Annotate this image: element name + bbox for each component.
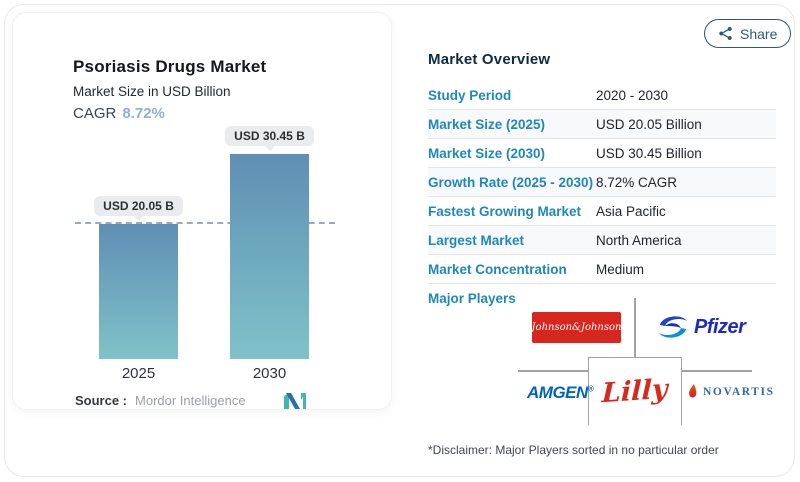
- table-row: Study Period 2020 - 2030: [428, 81, 776, 110]
- row-label: Fastest Growing Market: [428, 203, 582, 219]
- market-chart-card: Psoriasis Drugs Market Market Size in US…: [12, 12, 392, 410]
- overview-table: Study Period 2020 - 2030 Market Size (20…: [428, 81, 776, 284]
- players-disclaimer: *Disclaimer: Major Players sorted in no …: [428, 443, 719, 457]
- bar-2025[interactable]: [99, 224, 178, 359]
- x-tick-2025: 2025: [121, 365, 156, 382]
- bar-value-label: USD 30.45 B: [225, 126, 314, 146]
- amgen-logo: AMGEN®: [527, 383, 594, 402]
- row-value: 8.72% CAGR: [596, 174, 678, 190]
- share-icon: [719, 27, 732, 40]
- row-label: Market Size (2030): [428, 145, 546, 161]
- bar-group-2030: USD 30.45 B: [225, 126, 314, 359]
- bar-value-label: USD 20.05 B: [94, 196, 183, 216]
- players-divider-vertical: [634, 298, 636, 357]
- row-value: Medium: [596, 261, 645, 277]
- table-row: Largest Market North America: [428, 226, 776, 255]
- table-row: Market Concentration Medium: [428, 255, 776, 284]
- row-value: North America: [596, 232, 682, 248]
- chart-title: Psoriasis Drugs Market: [73, 57, 267, 76]
- table-row: Market Size (2025) USD 20.05 Billion: [428, 110, 776, 139]
- row-value: Asia Pacific: [596, 203, 666, 219]
- lilly-logo-box: Lilly: [588, 357, 682, 425]
- pfizer-logo: Pfizer: [656, 311, 746, 343]
- players-divider-right: [682, 370, 752, 372]
- reference-dashed-line: [75, 222, 335, 224]
- mordor-intelligence-logo: [284, 393, 306, 409]
- share-label: Share: [740, 25, 778, 42]
- row-value: USD 30.45 Billion: [596, 145, 702, 161]
- share-button[interactable]: Share: [704, 19, 792, 48]
- row-value: USD 20.05 Billion: [596, 116, 702, 132]
- overview-heading: Market Overview: [428, 51, 551, 68]
- row-label: Market Concentration: [428, 261, 567, 277]
- bar-2030[interactable]: [230, 154, 309, 359]
- source-text: Mordor Intelligence: [135, 393, 246, 408]
- row-label: Growth Rate (2025 - 2030): [428, 174, 594, 190]
- bar-chart: USD 20.05 B USD 30.45 B: [13, 123, 393, 359]
- novartis-logo: NOVARTIS: [687, 384, 775, 399]
- bar-group-2025: USD 20.05 B: [94, 196, 183, 359]
- novartis-flame-icon: [689, 384, 697, 398]
- row-label: Market Size (2025): [428, 116, 546, 132]
- major-players-label: Major Players: [428, 291, 516, 306]
- players-divider-left: [518, 370, 588, 372]
- pfizer-swirl-icon: [659, 316, 687, 338]
- source-row: Source : Mordor Intelligence: [75, 392, 309, 409]
- chart-cagr: CAGR 8.72%: [73, 105, 165, 122]
- cagr-label: CAGR: [73, 105, 117, 122]
- cagr-value: 8.72%: [122, 105, 165, 122]
- table-row: Fastest Growing Market Asia Pacific: [428, 197, 776, 226]
- johnson-johnson-logo: Johnson&Johnson: [532, 312, 621, 343]
- table-row: Market Size (2030) USD 30.45 Billion: [428, 139, 776, 168]
- x-tick-2030: 2030: [252, 365, 287, 382]
- lilly-logo: Lilly: [601, 373, 669, 410]
- chart-subtitle: Market Size in USD Billion: [73, 84, 231, 99]
- row-value: 2020 - 2030: [596, 87, 669, 103]
- table-row: Growth Rate (2025 - 2030) 8.72% CAGR: [428, 168, 776, 197]
- row-label: Study Period: [428, 87, 512, 103]
- row-label: Largest Market: [428, 232, 525, 248]
- source-label: Source :: [75, 393, 128, 408]
